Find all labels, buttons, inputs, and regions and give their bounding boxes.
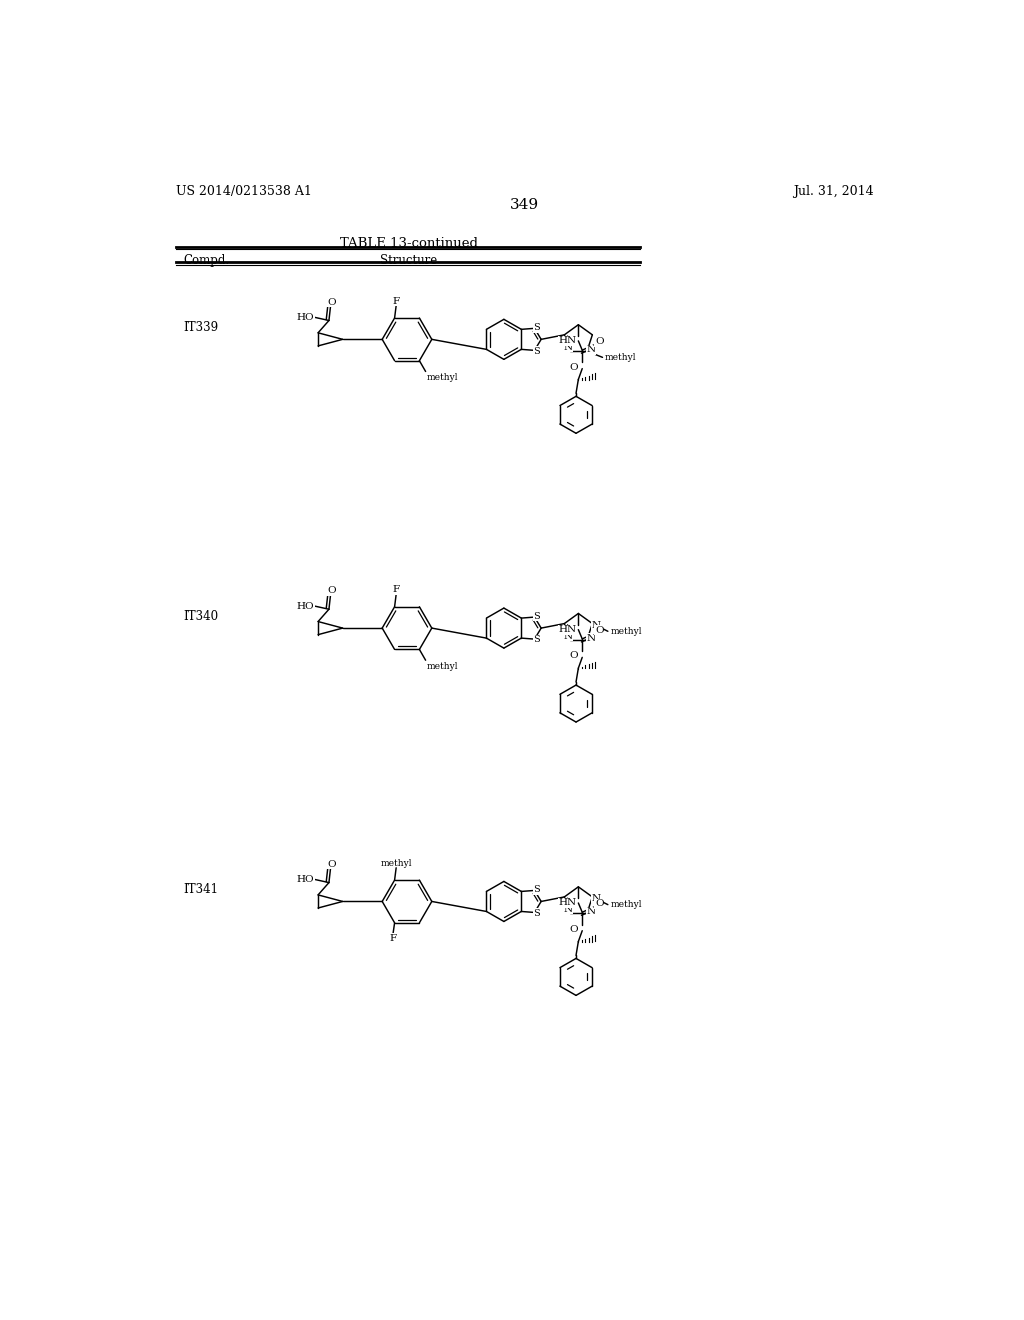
- Text: O: O: [327, 297, 336, 306]
- Text: HN: HN: [559, 626, 577, 634]
- Text: N: N: [587, 345, 595, 354]
- Text: HN: HN: [559, 337, 577, 346]
- Text: F: F: [392, 585, 399, 594]
- Text: O: O: [569, 925, 578, 933]
- Text: Jul. 31, 2014: Jul. 31, 2014: [793, 185, 873, 198]
- Text: methyl: methyl: [610, 900, 642, 909]
- Text: S: S: [534, 886, 541, 894]
- Text: HO: HO: [297, 875, 314, 884]
- Text: N: N: [563, 343, 572, 352]
- Text: HN: HN: [559, 899, 577, 907]
- Text: N: N: [592, 620, 601, 630]
- Text: IT339: IT339: [183, 321, 219, 334]
- Text: HO: HO: [297, 602, 314, 611]
- Text: TABLE 13-continued: TABLE 13-continued: [340, 238, 477, 249]
- Text: O: O: [569, 651, 578, 660]
- Text: S: S: [534, 611, 541, 620]
- Text: methyl: methyl: [380, 859, 412, 867]
- Text: F: F: [389, 933, 396, 942]
- Text: HO: HO: [297, 313, 314, 322]
- Text: O: O: [327, 859, 336, 869]
- Text: methyl: methyl: [605, 352, 636, 362]
- Text: IT341: IT341: [183, 883, 219, 896]
- Text: US 2014/0213538 A1: US 2014/0213538 A1: [176, 185, 312, 198]
- Text: O: O: [595, 626, 603, 635]
- Text: methyl: methyl: [426, 661, 458, 671]
- Text: Compd.: Compd.: [183, 253, 230, 267]
- Text: F: F: [392, 297, 399, 305]
- Text: N: N: [587, 634, 595, 643]
- Text: S: S: [534, 323, 541, 333]
- Text: N: N: [563, 631, 572, 640]
- Text: methyl: methyl: [426, 374, 458, 381]
- Text: IT340: IT340: [183, 610, 219, 623]
- Text: 349: 349: [510, 198, 540, 213]
- Text: N: N: [587, 907, 595, 916]
- Text: O: O: [595, 899, 603, 908]
- Text: N: N: [563, 906, 572, 913]
- Text: O: O: [569, 363, 578, 371]
- Text: O: O: [595, 337, 603, 346]
- Text: Structure: Structure: [380, 253, 437, 267]
- Text: S: S: [534, 347, 541, 355]
- Text: S: S: [534, 908, 541, 917]
- Text: N: N: [592, 894, 601, 903]
- Text: methyl: methyl: [610, 627, 642, 636]
- Text: O: O: [327, 586, 336, 595]
- Text: S: S: [534, 635, 541, 644]
